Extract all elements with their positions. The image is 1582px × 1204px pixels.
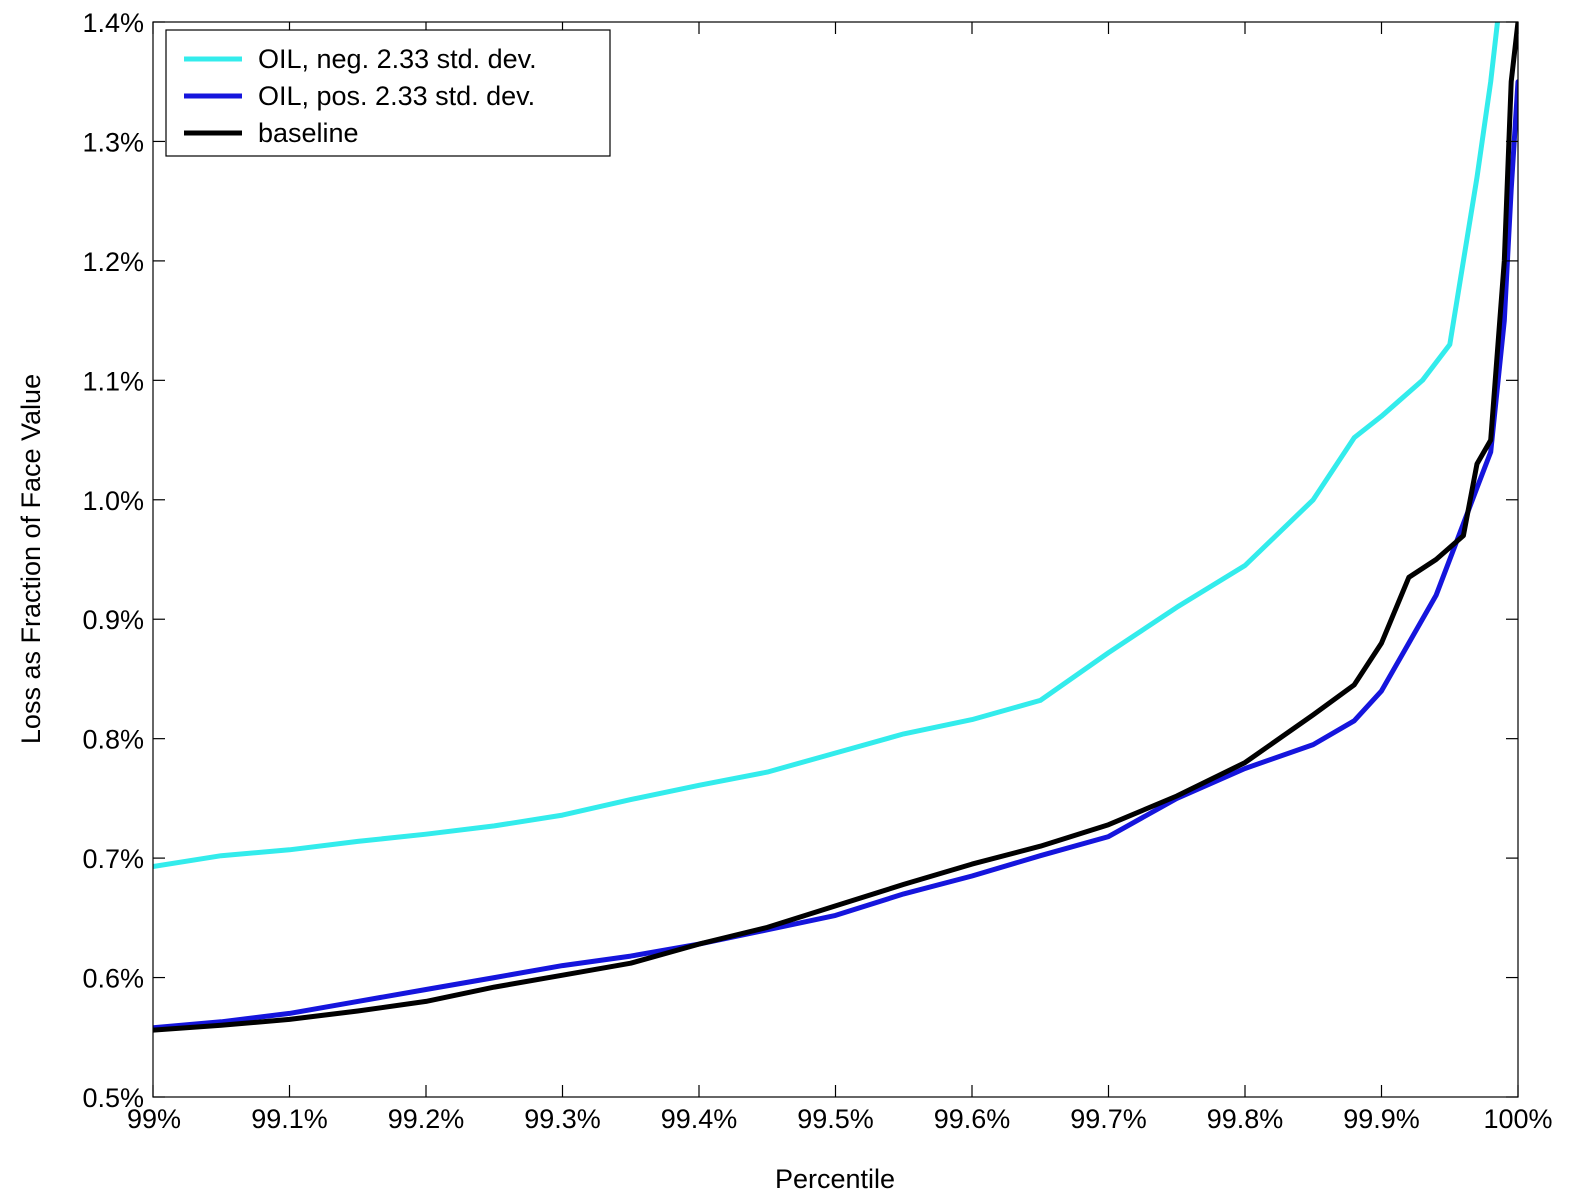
y-tick-label: 1.4% — [82, 8, 144, 38]
series-line-neg — [153, 22, 1500, 869]
legend-label-neg: OIL, neg. 2.33 std. dev. — [258, 44, 537, 74]
y-tick-labels: 0.5% 0.6% 0.7% 0.8% 0.9% 1.0% 1.1% 1.2% 1.3% 1.4% — [82, 8, 144, 1113]
x-tick-label: 99.6% — [934, 1104, 1011, 1134]
legend: OIL, neg. 2.33 std. dev. OIL, pos. 2.33 … — [165, 29, 611, 157]
y-tick-label: 0.5% — [82, 1083, 144, 1113]
x-tick-label: 99.9% — [1343, 1104, 1420, 1134]
plot-lines — [153, 22, 1518, 1033]
y-tick-label: 0.7% — [82, 844, 144, 874]
legend-label-pos: OIL, pos. 2.33 std. dev. — [258, 81, 535, 111]
y-tick-label: 1.1% — [82, 366, 144, 396]
y-tick-label: 0.9% — [82, 605, 144, 635]
y-tick-label: 1.3% — [82, 127, 144, 157]
x-tick-label: 99.4% — [661, 1104, 738, 1134]
x-axis-title: Percentile — [775, 1164, 895, 1194]
x-tick-label: 100% — [1483, 1104, 1552, 1134]
y-tick-label: 1.2% — [82, 247, 144, 277]
x-tick-label: 99.8% — [1207, 1104, 1284, 1134]
x-tick-labels: 99% 99.1% 99.2% 99.3% 99.4% 99.5% 99.6% 99.7% 99… — [127, 1104, 1553, 1134]
x-tick-label: 99.3% — [524, 1104, 601, 1134]
y-axis-title: Loss as Fraction of Face Value — [16, 374, 46, 744]
x-tick-label: 99.1% — [251, 1104, 328, 1134]
x-tick-label: 99.2% — [388, 1104, 465, 1134]
x-tick-label: 99.5% — [797, 1104, 874, 1134]
legend-label-baseline: baseline — [258, 118, 359, 148]
series-line-baseline — [153, 22, 1518, 1033]
y-tick-label: 1.0% — [82, 486, 144, 516]
y-tick-label: 0.8% — [82, 725, 144, 755]
x-tick-label: 99.7% — [1070, 1104, 1147, 1134]
y-tick-label: 0.6% — [82, 964, 144, 994]
x-tick-label: 99% — [127, 1104, 181, 1134]
